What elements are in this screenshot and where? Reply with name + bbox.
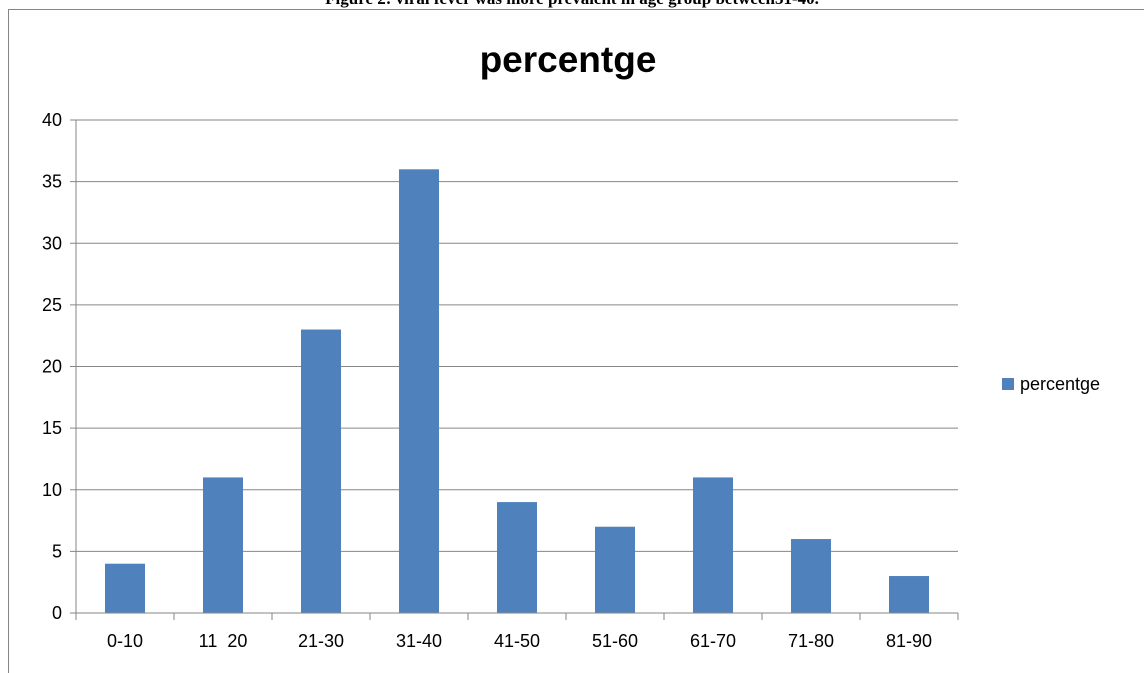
y-tick-label: 40 <box>42 110 62 130</box>
legend-swatch <box>1002 378 1014 390</box>
x-tick-label: 61-70 <box>690 631 736 651</box>
axes: 0 5 10 15 20 25 30 35 40 0-10 11 20 21-30 31-40 41-50… <box>42 110 959 651</box>
bar <box>791 539 831 613</box>
x-tick-label: 41-50 <box>494 631 540 651</box>
y-tick-label: 35 <box>42 172 62 192</box>
x-tick-label: 31-40 <box>396 631 442 651</box>
bar <box>105 563 145 613</box>
y-tick-label: 0 <box>52 603 62 623</box>
x-tick-label: 81-90 <box>886 631 932 651</box>
y-tick-label: 30 <box>42 233 62 253</box>
y-tick-label: 10 <box>42 480 62 500</box>
bar <box>693 477 733 613</box>
x-tick-label: 51-60 <box>592 631 638 651</box>
x-tick-label: 21-30 <box>298 631 344 651</box>
chart-frame <box>8 9 1144 673</box>
bar <box>399 169 439 614</box>
bars <box>105 169 929 614</box>
x-tick-label: 11 20 <box>199 631 248 651</box>
legend: percentge <box>1002 374 1100 394</box>
x-tick-label: 0-10 <box>107 631 143 651</box>
x-tick-label: 71-80 <box>788 631 834 651</box>
y-tick-label: 20 <box>42 357 62 377</box>
figure-caption: Figure 2: viral fever was more prevalent… <box>0 0 1144 9</box>
y-tick-label: 25 <box>42 295 62 315</box>
bar <box>889 576 929 613</box>
bar <box>497 502 537 613</box>
chart-title: percentge <box>480 39 657 80</box>
bar <box>203 477 243 613</box>
bar <box>595 526 635 613</box>
y-tick-label: 15 <box>42 418 62 438</box>
legend-label: percentge <box>1020 374 1100 394</box>
y-tick-label: 5 <box>52 541 62 561</box>
bar <box>301 329 341 613</box>
